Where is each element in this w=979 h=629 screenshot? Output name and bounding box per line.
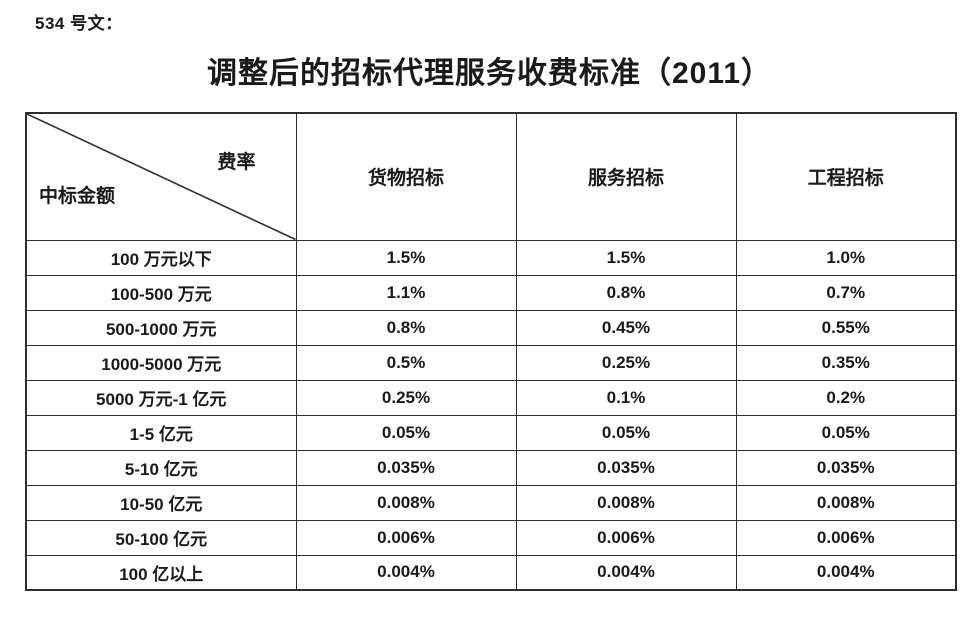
rate-cell: 0.035% bbox=[735, 449, 957, 486]
diagonal-line bbox=[27, 114, 295, 239]
rate-cell: 0.008% bbox=[735, 484, 957, 521]
amount-range-cell: 100 亿以上 bbox=[25, 554, 297, 591]
corner-cell: 费率 中标金额 bbox=[25, 112, 297, 241]
rate-cell: 0.004% bbox=[515, 554, 737, 591]
rate-cell: 0.05% bbox=[295, 414, 517, 451]
amount-range-cell: 10-50 亿元 bbox=[25, 484, 297, 521]
rate-cell: 1.5% bbox=[295, 239, 517, 276]
rate-cell: 0.35% bbox=[735, 344, 957, 381]
page-title: 调整后的招标代理服务收费标准（2011） bbox=[206, 57, 773, 90]
table-header-row: 费率 中标金额 货物招标 服务招标 工程招标 bbox=[25, 112, 957, 241]
bid-amount-label: 中标金额 bbox=[39, 185, 116, 207]
rate-cell: 0.006% bbox=[295, 519, 517, 556]
table-row: 100 万元以下 1.5% 1.5% 1.0% bbox=[25, 239, 957, 276]
rate-cell: 0.05% bbox=[735, 414, 957, 451]
amount-range-cell: 1-5 亿元 bbox=[25, 414, 297, 451]
table-row: 10-50 亿元 0.008% 0.008% 0.008% bbox=[25, 484, 957, 521]
amount-range-cell: 500-1000 万元 bbox=[25, 309, 297, 346]
table-row: 5-10 亿元 0.035% 0.035% 0.035% bbox=[25, 449, 957, 486]
rate-cell: 0.2% bbox=[735, 379, 957, 416]
col-header-goods: 货物招标 bbox=[295, 112, 517, 241]
table-row: 5000 万元-1 亿元 0.25% 0.1% 0.2% bbox=[25, 379, 957, 416]
rate-cell: 0.008% bbox=[295, 484, 517, 521]
rate-cell: 0.035% bbox=[515, 449, 737, 486]
rate-cell: 0.05% bbox=[515, 414, 737, 451]
table-row: 100 亿以上 0.004% 0.004% 0.004% bbox=[25, 554, 957, 591]
table-row: 50-100 亿元 0.006% 0.006% 0.006% bbox=[25, 519, 957, 556]
table-row: 100-500 万元 1.1% 0.8% 0.7% bbox=[25, 274, 957, 311]
rate-cell: 0.006% bbox=[515, 519, 737, 556]
fee-rate-label: 费率 bbox=[217, 152, 256, 173]
amount-range-cell: 5-10 亿元 bbox=[25, 449, 297, 486]
rate-cell: 0.45% bbox=[515, 309, 737, 346]
doc-number: 534 号文： bbox=[35, 14, 123, 33]
rate-cell: 0.8% bbox=[295, 309, 517, 346]
table-row: 1-5 亿元 0.05% 0.05% 0.05% bbox=[25, 414, 957, 451]
rate-cell: 0.25% bbox=[295, 379, 517, 416]
rate-cell: 0.006% bbox=[735, 519, 957, 556]
col-header-services: 服务招标 bbox=[515, 112, 737, 241]
rate-cell: 1.1% bbox=[295, 274, 517, 311]
rate-cell: 1.0% bbox=[735, 239, 957, 276]
amount-range-cell: 50-100 亿元 bbox=[25, 519, 297, 556]
col-header-engineering: 工程招标 bbox=[735, 112, 957, 241]
rate-cell: 1.5% bbox=[515, 239, 737, 276]
rate-cell: 0.7% bbox=[735, 274, 957, 311]
rate-cell: 0.008% bbox=[515, 484, 737, 521]
table-row: 500-1000 万元 0.8% 0.45% 0.55% bbox=[25, 309, 957, 346]
amount-range-cell: 5000 万元-1 亿元 bbox=[25, 379, 297, 416]
amount-range-cell: 100-500 万元 bbox=[25, 274, 297, 311]
rate-cell: 0.004% bbox=[295, 554, 517, 591]
rate-cell: 0.55% bbox=[735, 309, 957, 346]
rate-cell: 0.8% bbox=[515, 274, 737, 311]
table-row: 1000-5000 万元 0.5% 0.25% 0.35% bbox=[25, 344, 957, 381]
fee-rate-table: 费率 中标金额 货物招标 服务招标 工程招标 100 万元以下 1.5% 1.5… bbox=[25, 112, 957, 591]
rate-cell: 0.035% bbox=[295, 449, 517, 486]
rate-cell: 0.25% bbox=[515, 344, 737, 381]
amount-range-cell: 1000-5000 万元 bbox=[25, 344, 297, 381]
amount-range-cell: 100 万元以下 bbox=[25, 239, 297, 276]
rate-cell: 0.004% bbox=[735, 554, 957, 591]
rate-cell: 0.1% bbox=[515, 379, 737, 416]
rate-cell: 0.5% bbox=[295, 344, 517, 381]
